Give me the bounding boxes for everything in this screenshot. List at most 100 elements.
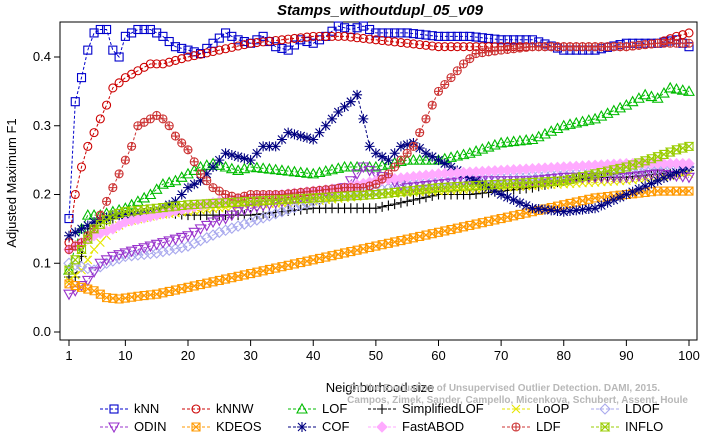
legend: kNN kNNW LOF SimplifiedLOF LoOP LDOF ODIN KDEOS…	[100, 401, 663, 434]
data-point-knn	[76, 73, 87, 83]
data-point-cof	[446, 162, 457, 172]
legend-label-ldf: LDF	[536, 419, 561, 434]
data-point-odin	[620, 172, 633, 184]
data-point-simplifiedlof	[395, 197, 406, 208]
data-point-lof	[188, 164, 201, 175]
legend-marker-ldof	[599, 403, 611, 415]
data-point-cof	[590, 203, 601, 214]
data-point-odin	[601, 172, 614, 184]
data-point-knnw	[377, 35, 387, 46]
data-point-cof	[333, 107, 344, 117]
data-point-cof	[82, 220, 93, 231]
data-point-knn	[277, 43, 287, 53]
data-point-lof	[407, 153, 420, 165]
data-point-cof	[170, 196, 181, 207]
x-tick-label: 70	[494, 348, 508, 363]
data-point-cof	[433, 155, 444, 166]
data-point-lof	[344, 160, 357, 172]
data-point-knnw	[170, 55, 181, 65]
data-point-lof	[639, 88, 652, 100]
data-point-knn	[446, 31, 456, 41]
data-point-knn	[340, 23, 350, 33]
data-point-knn	[183, 45, 193, 55]
data-point-ldof	[376, 183, 388, 196]
data-point-cof	[646, 178, 657, 189]
data-point-knn	[415, 29, 425, 39]
data-point-cof	[489, 186, 500, 197]
data-point-lof	[81, 208, 94, 220]
data-point-ldf	[158, 114, 168, 124]
data-point-knnw	[296, 33, 306, 43]
data-point-ldf	[164, 121, 174, 131]
data-point-cof	[483, 182, 494, 193]
data-point-lof	[182, 167, 194, 179]
data-point-odin	[639, 170, 652, 182]
data-point-cof	[558, 206, 569, 217]
data-point-cof	[301, 132, 312, 143]
data-point-knnw	[283, 34, 293, 44]
data-point-cof	[521, 200, 532, 211]
data-point-knnw	[83, 141, 93, 151]
data-point-cof	[245, 155, 256, 166]
data-point-knn	[390, 28, 400, 38]
data-point-knnw	[365, 34, 375, 44]
data-point-ldof	[100, 257, 113, 270]
data-point-cof	[364, 141, 375, 152]
data-point-ldof	[319, 192, 332, 205]
data-point-lof	[495, 136, 508, 148]
plot-area: 1 10 20 30 40 50 60 70 80 90 100 0.0 0.1 0.2 0.3 0.4	[33, 21, 700, 363]
data-point-ldof	[257, 212, 269, 224]
y-tick-label: 0.3	[33, 118, 51, 133]
data-point-ldof	[169, 243, 182, 255]
data-point-knn	[421, 30, 431, 40]
data-point-ldof	[188, 237, 201, 250]
data-point-lof	[244, 160, 257, 172]
data-point-knnw	[302, 32, 312, 42]
data-point-cof	[370, 148, 381, 159]
data-point-ldf	[170, 131, 181, 141]
data-point-knn	[133, 24, 143, 35]
data-point-ldof	[213, 226, 226, 239]
data-point-lof	[626, 95, 639, 107]
data-point-knnw	[340, 31, 350, 41]
data-point-knnw	[371, 35, 381, 45]
legend-item-ldof: LDOF	[591, 401, 660, 416]
data-point-cof	[239, 153, 250, 164]
data-point-knnw	[383, 36, 393, 46]
data-point-simplifiedlof	[377, 201, 388, 212]
data-point-knnw	[271, 35, 281, 46]
data-point-ldof	[226, 222, 238, 234]
data-point-cof	[283, 127, 294, 138]
data-point-knnw	[208, 46, 218, 57]
data-point-ldf	[465, 54, 475, 64]
data-point-lof	[144, 188, 157, 200]
data-point-knn	[89, 28, 99, 38]
data-point-ldof	[263, 210, 276, 222]
legend-item-lof: LOF	[288, 401, 347, 416]
data-point-knnw	[114, 78, 124, 88]
legend-item-knn: kNN	[100, 401, 159, 416]
x-axis-label: Neighborhood size	[326, 380, 434, 395]
data-point-cof	[114, 210, 125, 221]
data-point-lof	[138, 191, 151, 203]
data-point-knn	[440, 31, 450, 41]
data-point-cof	[264, 141, 275, 152]
data-point-odin	[645, 170, 658, 181]
data-point-simplifiedlof	[464, 189, 475, 200]
data-point-cof	[339, 101, 350, 112]
data-point-knnw	[108, 83, 118, 93]
data-point-knn	[221, 28, 231, 38]
data-point-inflo	[76, 244, 87, 255]
data-point-ldof	[132, 249, 144, 261]
data-point-cof	[539, 204, 550, 215]
data-point-knnw	[452, 42, 462, 52]
data-point-ldf	[684, 38, 694, 48]
data-point-knn	[509, 35, 519, 45]
data-point-knn	[465, 31, 475, 41]
data-point-inflo	[63, 265, 75, 275]
legend-label-kdeos: KDEOS	[216, 419, 262, 434]
x-tick-label: 90	[619, 348, 633, 363]
data-point-ldf	[114, 169, 124, 179]
legend-label-odin: ODIN	[134, 419, 167, 434]
